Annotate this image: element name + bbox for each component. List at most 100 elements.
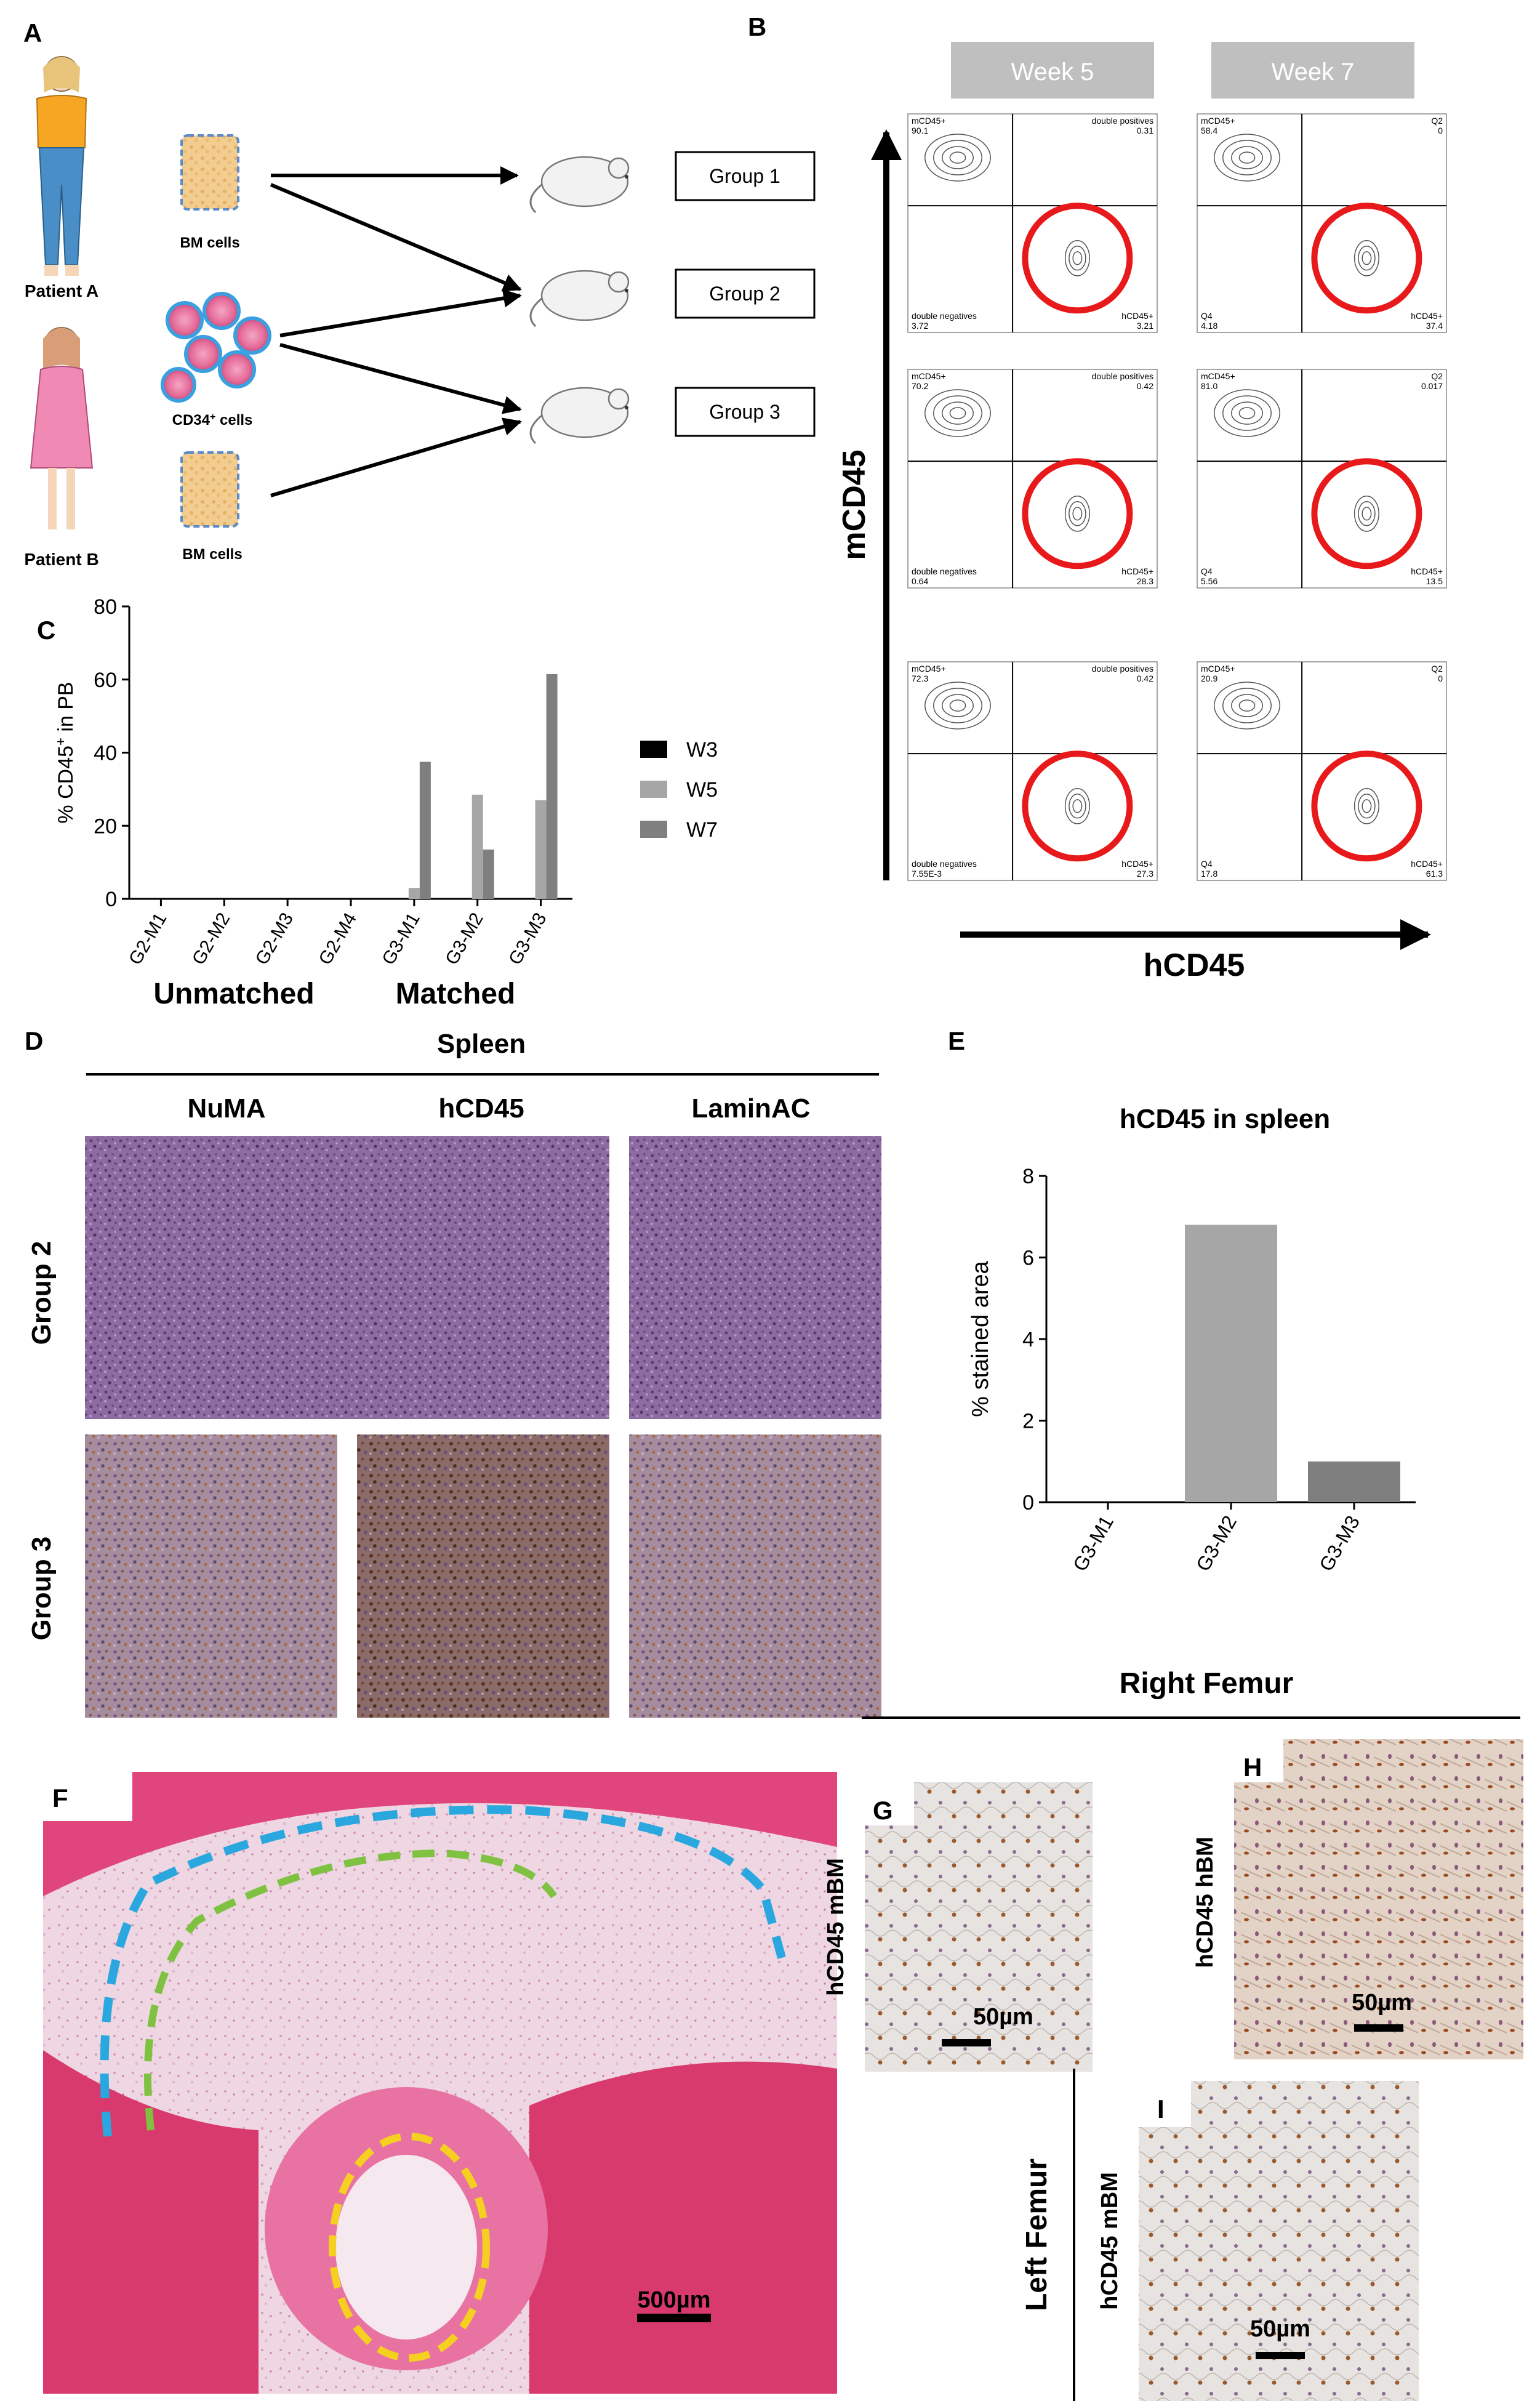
quadrant-tr-value: 0.017: [1421, 381, 1443, 391]
hcd45-contour: [1354, 239, 1379, 276]
scale-text-f: 500µm: [637, 2287, 710, 2313]
quadrant-tl-name: mCD45+: [1201, 371, 1235, 381]
quadrant-bl-name: double negatives: [912, 311, 977, 321]
panel-letter-c: C: [37, 616, 55, 645]
hcd45-gate-highlight-circle: [1311, 750, 1422, 862]
hcd45-gate-highlight-circle: [1022, 458, 1133, 569]
mcd45-axis-label: mCD45: [836, 449, 872, 560]
hcd45-gate-highlight-circle: [1311, 458, 1422, 569]
chart-c-bar-w5: [471, 794, 483, 899]
mcd45-contour: [924, 134, 991, 182]
chart-c-x-tick-label: G2-M1: [125, 909, 170, 968]
chart-e-x-tick-label: G3-M2: [1192, 1512, 1241, 1575]
hcd45-contour: [1064, 239, 1090, 276]
quadrant-br-value: 61.3: [1426, 869, 1443, 879]
quadrant-bl-name: Q4: [1201, 859, 1213, 869]
hcd45-mbm-image-g: [865, 1782, 1093, 2072]
chart-c-x-tick-label: G3-M3: [505, 909, 550, 968]
scale-text-h: 50µm: [1352, 1990, 1412, 2016]
marrow-cavity: [335, 2155, 477, 2340]
chart-e-x-tick-label: G3-M3: [1315, 1512, 1364, 1575]
quadrant-tr-name: double positives: [1092, 371, 1153, 381]
panel-b: B Week 5 Week 7 mCD45 hCD45 mCD45+90.1do…: [748, 12, 1447, 983]
chart-e-spleen-staining: 0 2 4 6 8 % stained area G3-M1 G3-M2 G3-M3: [968, 1165, 1416, 1575]
chart-c-y-tick-label: 0: [105, 888, 117, 911]
quadrant-bl-value: 3.72: [912, 321, 928, 331]
spleen-header: Spleen: [437, 1029, 526, 1059]
week-7-header: Week 7: [1272, 58, 1355, 86]
week-5-header: Week 5: [1011, 58, 1094, 86]
panel-letter-i: I: [1157, 2094, 1165, 2123]
spleen-image-g2-numa: [85, 1136, 368, 1419]
panel-letter-d: D: [25, 1026, 43, 1055]
hcd45-contour: [1358, 246, 1376, 271]
quadrant-tl-value: 81.0: [1201, 381, 1217, 391]
chart-e-y-tick-label: 6: [1022, 1247, 1034, 1270]
hcd45-contour: [1362, 799, 1372, 813]
week-5-header-box: [951, 42, 1154, 99]
hcd45-mbm-image-i: [1139, 2081, 1419, 2401]
spleen-image-g3-hcd45: [357, 1434, 609, 1718]
right-femur-header: Right Femur: [1120, 1667, 1294, 1700]
chart-c-legend-label-w7: W7: [686, 818, 718, 842]
quadrant-br-name: hCD45+: [1411, 859, 1443, 869]
panel-i-letter-bg: [1139, 2081, 1191, 2127]
chart-c-bar-w7: [546, 674, 558, 899]
mcd45-contour: [1222, 688, 1272, 723]
patient-b-label: Patient B: [24, 550, 98, 569]
quadrant-tl-value: 20.9: [1201, 674, 1217, 683]
panel-i: I Left Femur hCD45 mBM 50µm: [1021, 2069, 1419, 2401]
quadrant-tl-name: mCD45+: [912, 664, 946, 674]
group-1-box: [675, 151, 816, 201]
chart-e-bar: [1185, 1225, 1277, 1502]
bm-cells-label-bottom: BM cells: [182, 546, 242, 563]
hcd45-contour: [1069, 501, 1086, 526]
quadrant-bl-name: double negatives: [912, 566, 977, 576]
mcd45-contour: [942, 146, 974, 169]
hcd45-contour: [1064, 495, 1090, 532]
quadrant-bl-value: 17.8: [1201, 869, 1217, 879]
group-2-box: [675, 268, 816, 319]
quadrant-bl-value: 4.18: [1201, 321, 1217, 331]
panel-g-letter-bg: [865, 1782, 914, 1825]
group-label-unmatched: Unmatched: [153, 978, 314, 1010]
quadrant-br-value: 3.21: [1137, 321, 1153, 331]
panel-c: C 0 20 40 60 80 % CD45+ in PB G2-M1 G2-M2 G2-M3 G…: [37, 595, 718, 1010]
group-3-label: Group 3: [709, 401, 780, 423]
mcd45-contour: [949, 407, 966, 419]
panel-letter-a: A: [23, 18, 42, 47]
quadrant-br-value: 13.5: [1426, 576, 1443, 586]
quadrant-br-name: hCD45+: [1121, 311, 1153, 321]
arrow-bm-to-group3: [270, 417, 522, 497]
quadrant-br-value: 27.3: [1137, 869, 1153, 879]
muscle-right-region: [529, 2061, 837, 2394]
mcd45-contour: [933, 395, 982, 431]
chart-c-y-tick-label: 80: [94, 595, 117, 619]
quadrant-tl-value: 90.1: [912, 126, 928, 135]
quadrant-tr-value: 0.42: [1137, 674, 1153, 683]
row-label-group-2: Group 2: [26, 1241, 57, 1345]
chart-e-y-tick-label: 4: [1022, 1328, 1034, 1351]
quadrant-br-value: 37.4: [1426, 321, 1443, 331]
left-femur-label: Left Femur: [1021, 2159, 1053, 2311]
chart-c-x-tick-label: G2-M2: [188, 909, 234, 968]
mcd45-contour: [924, 682, 991, 730]
quadrant-tr-name: double positives: [1092, 664, 1153, 674]
row-label-group-3: Group 3: [26, 1537, 57, 1641]
scale-bar-h: [1354, 2024, 1403, 2032]
quadrant-bl-value: 5.56: [1201, 576, 1217, 586]
quadrant-tl-name: mCD45+: [1201, 664, 1235, 674]
chart-c-legend-label-w5: W5: [686, 778, 718, 802]
quadrant-bl-name: Q4: [1201, 566, 1213, 576]
quadrant-tl-value: 58.4: [1201, 126, 1217, 135]
mcd45-contour: [933, 688, 982, 723]
col-label-laminac: LaminAC: [691, 1093, 810, 1124]
mcd45-contour: [1222, 140, 1272, 175]
chart-c-y-tick-label: 20: [94, 815, 117, 838]
chart-e-title: hCD45 in spleen: [1120, 1104, 1330, 1134]
panel-f-letter-bg: [43, 1772, 132, 1821]
scale-text-i: 50µm: [1250, 2316, 1310, 2342]
